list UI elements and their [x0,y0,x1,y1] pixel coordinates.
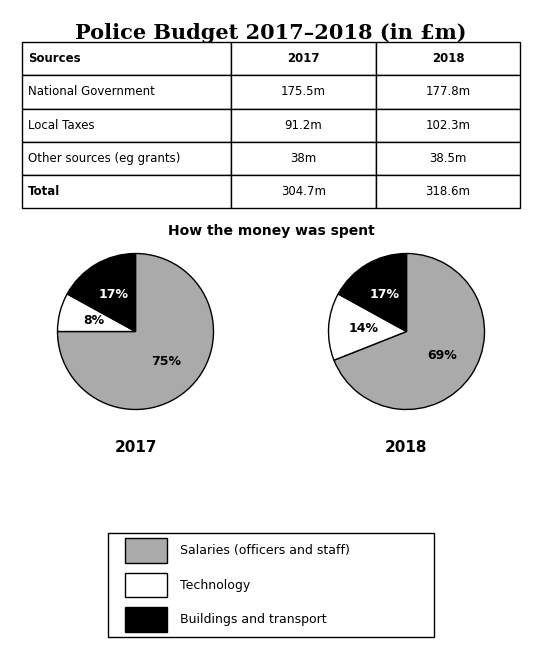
Text: Technology: Technology [180,578,250,592]
Bar [22,75,231,109]
Wedge shape [57,254,214,410]
Text: 2017: 2017 [287,53,320,66]
Text: 2018: 2018 [432,53,464,66]
Text: Buildings and transport: Buildings and transport [180,613,327,626]
Bar [125,573,167,597]
Bar [125,538,167,563]
Text: Salaries (officers and staff): Salaries (officers and staff) [180,544,350,557]
Wedge shape [334,254,485,410]
Text: Police Budget 2017–2018 (in £m): Police Budget 2017–2018 (in £m) [75,23,467,43]
Text: 177.8m: 177.8m [425,85,470,98]
Bar [231,175,376,208]
Text: 38m: 38m [291,151,317,164]
Text: 102.3m: 102.3m [425,118,470,131]
Bar [376,175,520,208]
Bar [231,109,376,142]
Bar [125,607,167,632]
Wedge shape [57,294,136,332]
Bar [231,42,376,75]
Bar [376,109,520,142]
Bar [231,142,376,175]
Wedge shape [338,254,406,332]
Text: 17%: 17% [99,288,128,301]
Bar [22,109,231,142]
Text: 14%: 14% [349,322,379,335]
Bar [22,42,231,75]
Bar [22,142,231,175]
Text: 318.6m: 318.6m [425,185,470,198]
X-axis label: 2018: 2018 [385,440,428,455]
Text: 175.5m: 175.5m [281,85,326,98]
Bar [376,142,520,175]
Bar [376,75,520,109]
Text: How the money was spent: How the money was spent [167,224,375,239]
Text: 75%: 75% [151,356,181,369]
Text: Sources: Sources [28,53,80,66]
Text: 8%: 8% [83,315,105,328]
Text: 91.2m: 91.2m [285,118,322,131]
Text: 69%: 69% [427,349,457,362]
Text: National Government: National Government [28,85,154,98]
Bar [22,175,231,208]
Wedge shape [328,294,406,360]
Bar [231,75,376,109]
Text: 304.7m: 304.7m [281,185,326,198]
Text: Other sources (eg grants): Other sources (eg grants) [28,151,180,164]
Text: 17%: 17% [370,288,399,301]
Text: 38.5m: 38.5m [429,151,467,164]
Wedge shape [67,254,136,332]
Bar [376,42,520,75]
Text: Total: Total [28,185,60,198]
Text: Local Taxes: Local Taxes [28,118,94,131]
X-axis label: 2017: 2017 [114,440,157,455]
